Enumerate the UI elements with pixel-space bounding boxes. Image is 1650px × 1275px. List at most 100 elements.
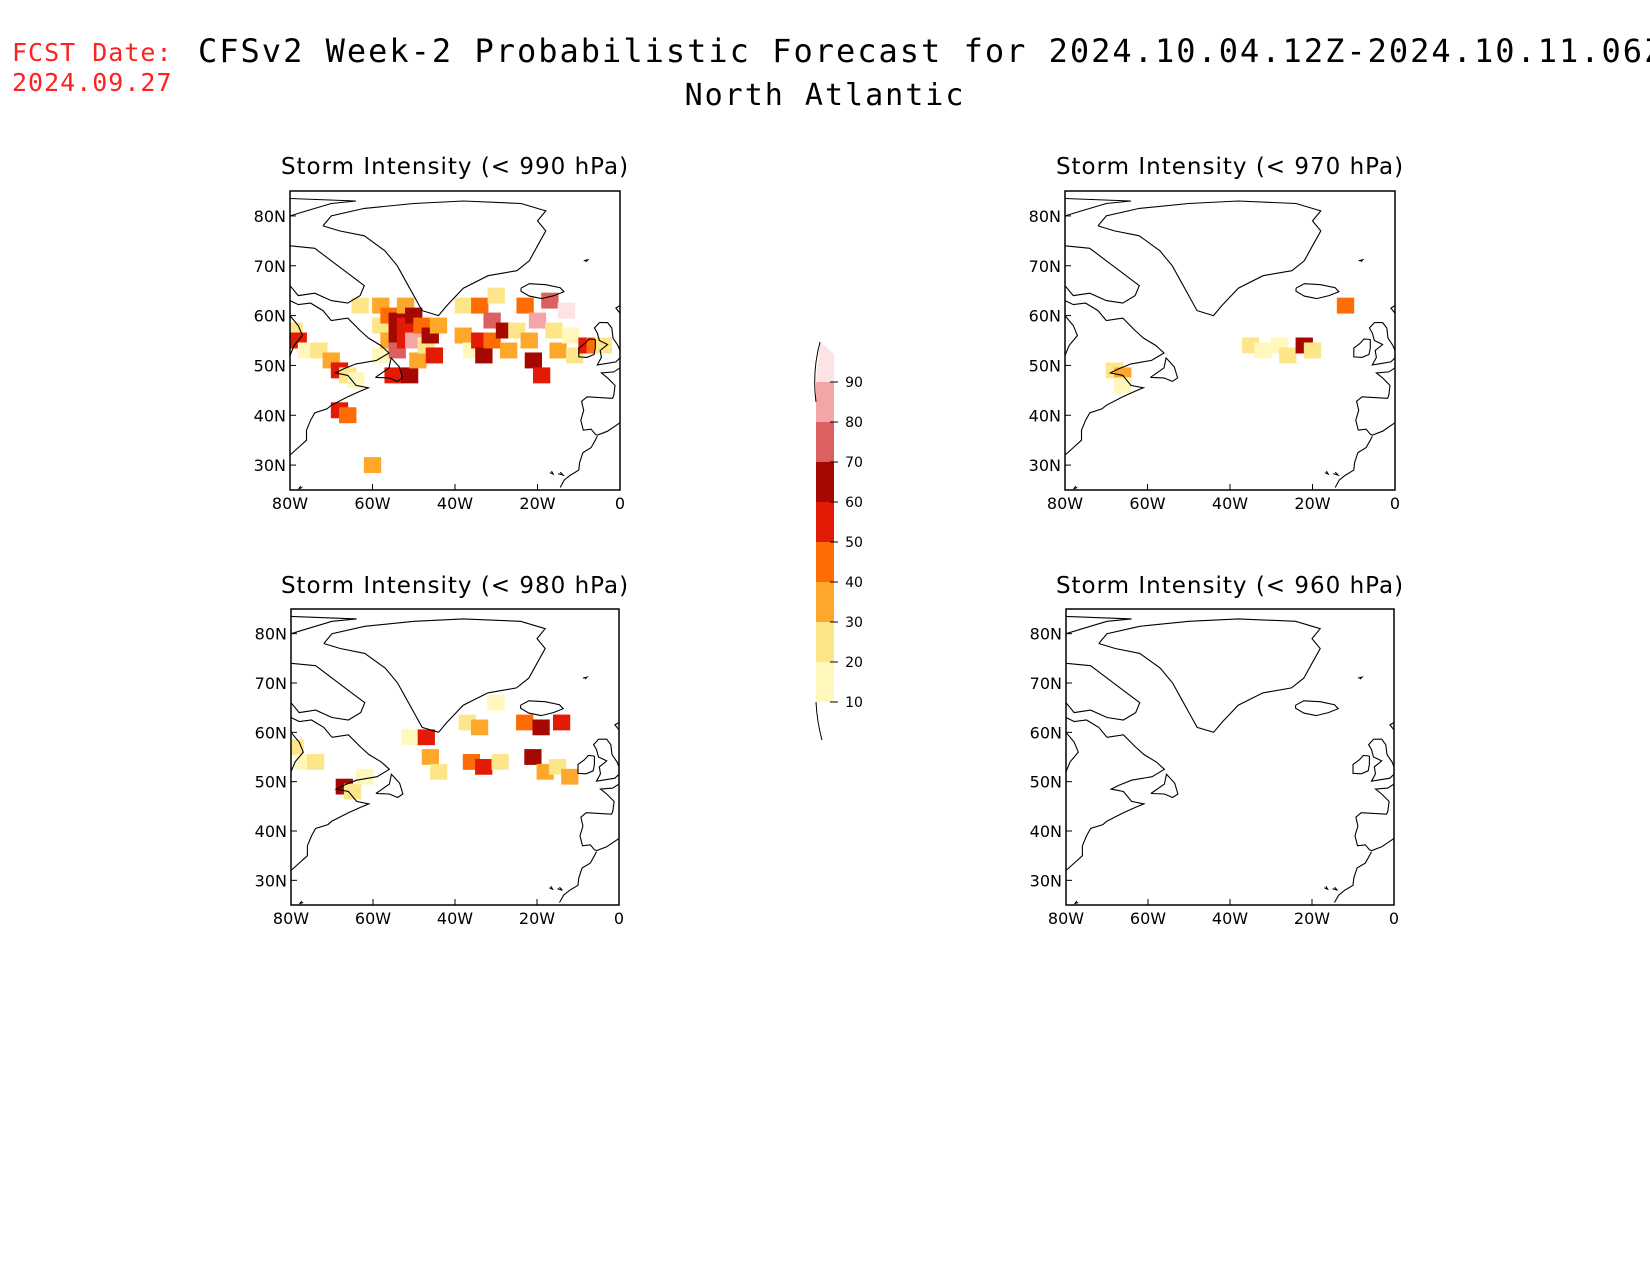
coastline <box>557 886 563 891</box>
coastline <box>1357 676 1364 680</box>
coastline <box>1066 662 1141 721</box>
probability-cell <box>516 297 534 314</box>
coastline <box>1367 738 1394 782</box>
coastline <box>1065 315 1079 356</box>
map-frame <box>290 608 620 906</box>
coastlines <box>290 197 620 490</box>
probability-cell <box>372 347 390 364</box>
coastline <box>290 197 357 217</box>
probability-cell <box>306 754 325 770</box>
forecast-date-value: 2024.09.27 <box>12 68 173 97</box>
lon-tick-label: 60W <box>1129 494 1165 513</box>
coastline <box>1324 886 1329 891</box>
panel-title: Storm Intensity (< 990 hPa) <box>281 154 629 180</box>
coastline <box>520 700 565 717</box>
coastline <box>559 435 598 488</box>
colorbar-swatch <box>816 662 834 702</box>
probability-cell <box>528 312 547 329</box>
coastline <box>290 300 332 321</box>
coastline <box>1334 435 1373 488</box>
probability-cell <box>343 783 362 800</box>
colorbar-edge <box>814 341 821 403</box>
probability-cell <box>429 763 448 780</box>
coastline <box>1066 615 1132 635</box>
forecast-date-label: FCST Date: <box>12 38 173 67</box>
colorbar-swatch <box>816 582 834 622</box>
map-panels: Storm Intensity (< 990 hPa) 80W 60W 40W 20W 0… <box>254 154 1404 928</box>
coastline <box>290 315 304 356</box>
coastline <box>614 722 619 731</box>
coastline <box>1097 200 1322 317</box>
probability-cell <box>429 317 448 334</box>
lon-tick-label: 20W <box>519 494 555 513</box>
coastline <box>1332 471 1340 477</box>
lat-tick-label: 50N <box>255 773 287 792</box>
probability-cell <box>541 292 559 309</box>
coastline <box>579 783 619 852</box>
coastline <box>298 900 304 905</box>
map-panel-2: Storm Intensity (< 970 hPa) 80W 60W 40W 20W 0… <box>1029 154 1403 513</box>
coastline <box>1368 322 1395 366</box>
lon-tick-label: 0 <box>1389 909 1399 928</box>
lon-tick-label: 20W <box>1294 494 1330 513</box>
lat-tick-label: 30N <box>1029 456 1061 475</box>
coastline <box>577 754 595 775</box>
probability-cell <box>524 749 542 765</box>
probability-shading <box>290 287 613 474</box>
map-panel-4: Storm Intensity (< 960 hPa) 80W 60W 40W 20W 0… <box>1030 573 1404 928</box>
lat-tick-label: 80N <box>1030 625 1062 644</box>
coastline <box>559 851 597 903</box>
probability-cell <box>400 367 419 384</box>
coastline <box>615 305 620 314</box>
colorbar-level-label: 40 <box>845 575 863 591</box>
lon-tick-label: 40W <box>1212 494 1248 513</box>
colorbar-level-label: 50 <box>845 535 863 551</box>
lat-tick-label: 60N <box>1030 723 1062 742</box>
coastline <box>291 717 333 738</box>
colorbar-level-label: 10 <box>845 695 863 711</box>
probability-cell <box>454 327 472 344</box>
probability-cell <box>475 758 493 775</box>
coastline <box>549 470 555 476</box>
lon-tick-label: 0 <box>614 909 624 928</box>
lat-tick-label: 30N <box>255 871 287 890</box>
probability-cell <box>1336 297 1355 314</box>
lon-tick-label: 60W <box>355 909 391 928</box>
coastlines <box>1065 197 1395 490</box>
coastline <box>1334 851 1372 903</box>
colorbar-level-label: 80 <box>845 415 863 431</box>
coastline <box>1066 731 1079 773</box>
probability-cell <box>339 407 357 424</box>
coastline <box>1072 485 1078 490</box>
colorbar-swatch <box>816 382 834 422</box>
colorbar: 10 20 30 40 50 60 70 80 90 <box>814 341 863 741</box>
probability-cell <box>516 714 534 731</box>
coastlines <box>1066 615 1394 905</box>
probability-cell <box>351 297 369 314</box>
probability-cell <box>1254 342 1272 359</box>
colorbar-swatch <box>816 622 834 662</box>
coastline <box>582 676 589 680</box>
coastlines <box>291 615 619 905</box>
probability-cell <box>520 332 538 349</box>
coastline <box>557 471 565 477</box>
lat-tick-label: 80N <box>254 207 286 226</box>
coastline <box>1295 700 1340 717</box>
coastline <box>323 618 547 733</box>
coastline <box>1355 367 1395 436</box>
probability-cell <box>363 457 382 474</box>
colorbar-level-label: 90 <box>845 375 863 391</box>
colorbar-cap-top <box>816 342 834 382</box>
probability-cell <box>347 372 365 389</box>
lon-tick-label: 40W <box>437 494 473 513</box>
lon-tick-label: 80W <box>272 494 308 513</box>
probability-cell <box>1279 347 1297 364</box>
lat-tick-label: 60N <box>254 307 286 326</box>
coastline <box>1354 783 1394 852</box>
colorbar-level-label: 20 <box>845 655 863 671</box>
panel-title: Storm Intensity (< 960 hPa) <box>1056 573 1404 599</box>
coastline <box>375 356 404 383</box>
probability-cell <box>291 739 304 756</box>
probability-cell <box>384 367 402 384</box>
